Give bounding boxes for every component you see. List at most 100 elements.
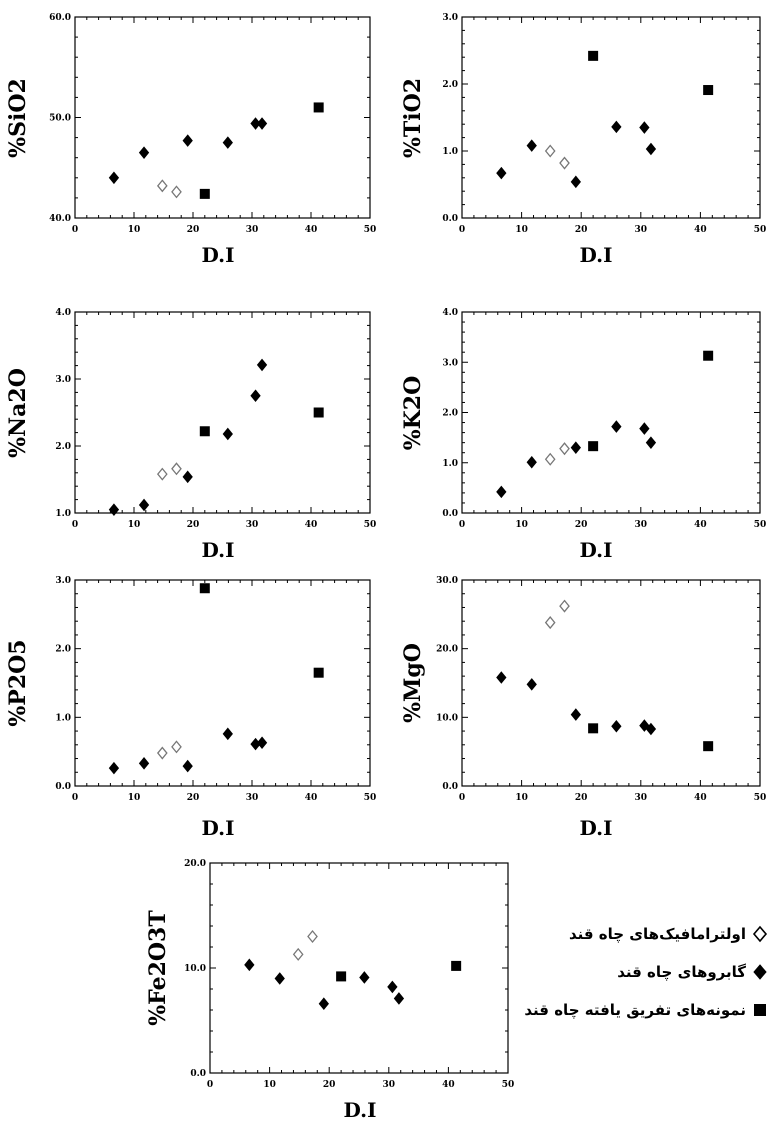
x-axis-label: D.I xyxy=(579,243,613,267)
x-tick-label: 30 xyxy=(246,225,259,235)
x-tick-label: 20 xyxy=(323,1080,336,1090)
x-tick-label: 20 xyxy=(187,793,200,803)
point-filled-diamond xyxy=(182,759,193,773)
legend-label-differentiated: نمونه‌های تفریق یافته چاه قند xyxy=(524,1001,746,1019)
x-tick-label: 0 xyxy=(459,225,465,235)
legend-item-differentiated: نمونه‌های تفریق یافته چاه قند xyxy=(520,996,768,1024)
point-filled-diamond xyxy=(645,436,657,449)
x-tick-label: 40 xyxy=(694,225,707,235)
point-filled-diamond xyxy=(256,358,268,372)
x-tick-label: 40 xyxy=(694,520,707,530)
point-filled-diamond xyxy=(108,761,120,775)
point-filled-square xyxy=(313,667,324,678)
point-filled-diamond xyxy=(222,136,233,149)
x-axis-label: D.I xyxy=(579,816,613,840)
point-filled-square xyxy=(199,583,210,594)
x-axis-label: D.I xyxy=(201,243,235,267)
x-tick-label: 20 xyxy=(187,520,200,530)
x-tick-label: 30 xyxy=(635,793,648,803)
x-tick-label: 40 xyxy=(305,520,318,530)
x-tick-label: 50 xyxy=(364,793,377,803)
y-tick-label: 0.0 xyxy=(442,782,458,792)
point-filled-square xyxy=(588,50,599,61)
x-tick-label: 50 xyxy=(364,225,377,235)
point-filled-diamond xyxy=(611,120,622,134)
point-open-diamond xyxy=(307,929,318,944)
x-tick-label: 50 xyxy=(754,793,767,803)
chart-sio2: 0 10 20 30 40 50 40.0 50.0 60.0 xyxy=(49,13,377,235)
y-axis-label: %TiO2 xyxy=(400,77,426,158)
filled-square-icon xyxy=(754,1004,766,1016)
y-tick-label: 2.0 xyxy=(442,409,458,419)
y-tick-label: 4.0 xyxy=(442,308,458,318)
point-filled-diamond xyxy=(359,971,370,984)
point-open-diamond xyxy=(559,442,570,456)
x-axis-label: D.I xyxy=(201,816,235,840)
open-diamond-icon xyxy=(752,925,768,943)
point-filled-square xyxy=(313,407,324,418)
y-tick-label: 0.0 xyxy=(190,1069,206,1079)
y-tick-label: 2.0 xyxy=(55,645,71,655)
y-axis-label: %MgO xyxy=(400,643,426,723)
point-filled-diamond xyxy=(387,980,398,994)
point-open-diamond xyxy=(156,179,168,193)
point-open-diamond xyxy=(544,452,556,466)
legend-label-ultramafic: اولترامافیک‌های چاه قند xyxy=(568,925,746,943)
legend-item-ultramafic: اولترامافیک‌های چاه قند xyxy=(520,920,768,948)
point-filled-diamond xyxy=(611,420,622,433)
x-tick-label: 40 xyxy=(305,225,318,235)
point-filled-square xyxy=(703,350,714,361)
point-open-diamond xyxy=(292,947,304,961)
point-open-diamond xyxy=(559,156,570,170)
point-filled-diamond xyxy=(526,455,537,469)
point-filled-diamond xyxy=(256,117,268,130)
point-filled-square xyxy=(588,441,599,452)
x-tick-label: 40 xyxy=(442,1080,455,1090)
legend-label-gabbro: گابروهای چاه قند xyxy=(617,963,746,981)
point-filled-diamond xyxy=(256,736,268,750)
point-filled-square xyxy=(313,102,324,113)
point-filled-diamond xyxy=(222,427,233,441)
x-tick-label: 50 xyxy=(364,520,377,530)
y-tick-label: 2.0 xyxy=(55,442,71,452)
plot-frame xyxy=(461,579,761,787)
y-tick-label: 1.0 xyxy=(55,509,71,519)
point-filled-square xyxy=(336,971,347,982)
y-tick-label: 0.0 xyxy=(442,214,458,224)
point-filled-diamond xyxy=(138,146,150,159)
y-tick-label: 3.0 xyxy=(442,13,458,23)
y-tick-label: 40.0 xyxy=(49,214,71,224)
y-tick-label: 10.0 xyxy=(436,713,458,723)
point-filled-diamond xyxy=(244,958,255,972)
point-filled-diamond xyxy=(250,389,261,403)
point-filled-diamond xyxy=(570,708,581,721)
point-filled-diamond xyxy=(645,142,657,156)
y-tick-label: 3.0 xyxy=(55,576,71,586)
x-tick-label: 20 xyxy=(575,520,588,530)
chart-fe2o3t: 0 10 20 30 40 50 0.0 10.0 20.0 xyxy=(184,859,515,1090)
y-tick-label: 4.0 xyxy=(55,308,71,318)
point-filled-diamond xyxy=(274,972,285,985)
x-tick-label: 10 xyxy=(128,520,141,530)
point-filled-diamond xyxy=(496,671,507,684)
y-tick-label: 2.0 xyxy=(442,80,458,90)
point-filled-square xyxy=(199,426,210,437)
x-tick-label: 0 xyxy=(72,793,78,803)
chart-k2o: 0 10 20 30 40 50 0.0 1.0 2.0 3.0 4.0 xyxy=(442,308,766,530)
x-tick-label: 50 xyxy=(502,1080,515,1090)
y-tick-label: 50.0 xyxy=(49,114,71,124)
x-tick-label: 10 xyxy=(515,520,528,530)
x-axis-label: D.I xyxy=(201,538,235,562)
y-tick-label: 1.0 xyxy=(55,713,71,723)
point-open-diamond xyxy=(156,467,168,481)
x-tick-label: 0 xyxy=(72,225,78,235)
legend: اولترامافیک‌های چاه قند گابروهای چاه قند… xyxy=(520,920,768,1034)
x-tick-label: 0 xyxy=(207,1080,213,1090)
point-filled-diamond xyxy=(570,175,581,189)
filled-diamond-icon xyxy=(753,964,767,980)
x-axis-label: D.I xyxy=(343,1098,377,1122)
point-filled-square xyxy=(588,723,599,734)
point-filled-diamond xyxy=(318,997,329,1010)
plot-frame xyxy=(461,311,761,514)
